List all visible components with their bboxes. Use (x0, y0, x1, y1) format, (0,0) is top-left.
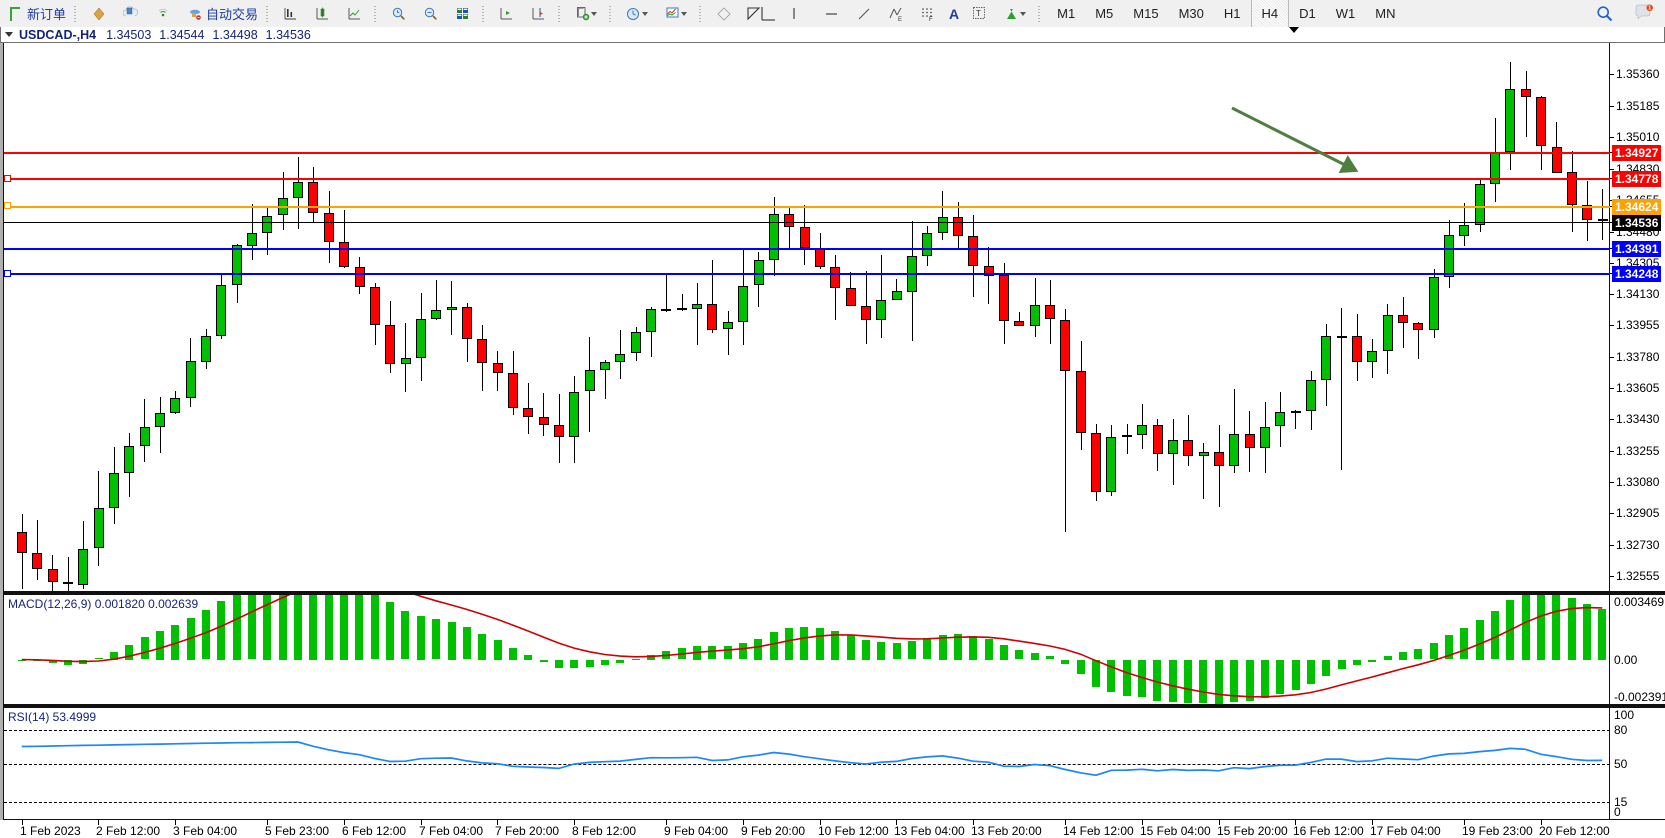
svg-text:T: T (976, 9, 981, 18)
svg-text:E: E (898, 17, 902, 22)
svg-text:1: 1 (1648, 5, 1651, 11)
svg-text:F: F (929, 17, 933, 22)
